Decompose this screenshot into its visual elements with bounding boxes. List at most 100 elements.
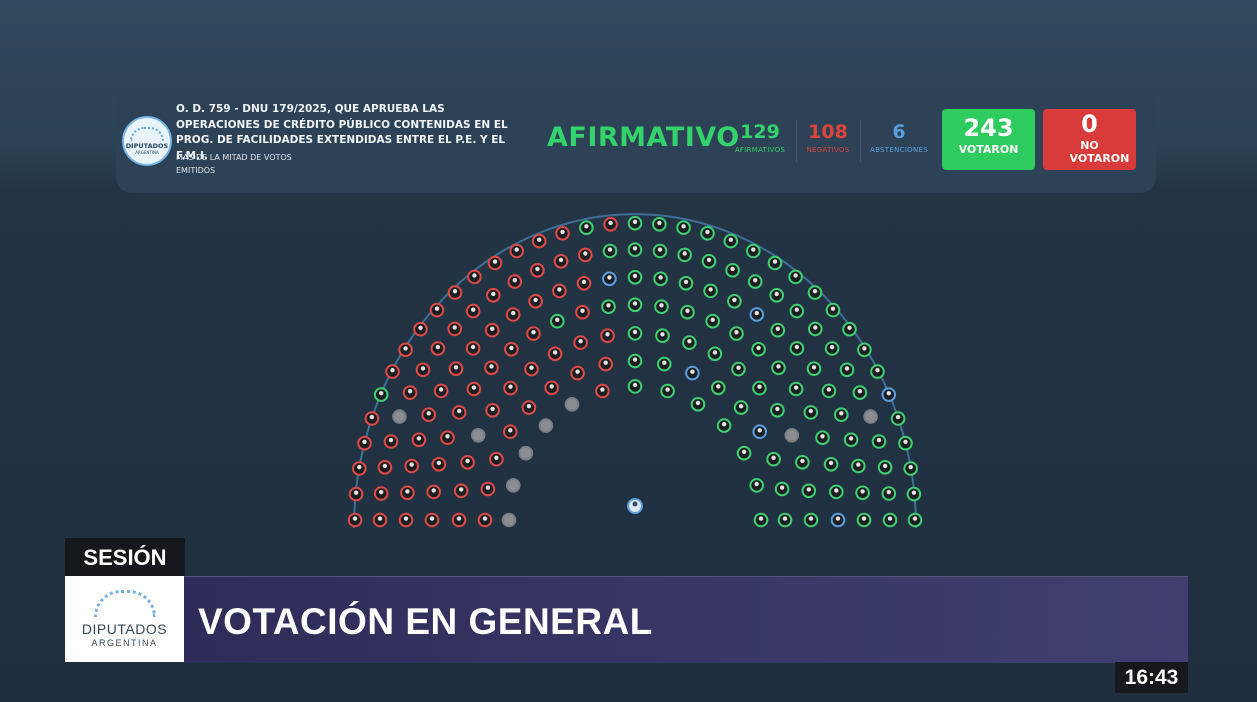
majority-rule: MÁS DE LA MITAD DE VOTOS EMITIDOS bbox=[176, 153, 292, 175]
seat bbox=[627, 297, 643, 313]
seat bbox=[678, 276, 694, 291]
seat bbox=[627, 353, 643, 369]
hemicycle-frame bbox=[353, 213, 917, 529]
seat bbox=[652, 217, 667, 232]
no-votaron-value: 0 bbox=[1081, 110, 1098, 138]
seat bbox=[424, 512, 440, 528]
seat bbox=[852, 385, 868, 400]
seat bbox=[877, 460, 893, 475]
seat bbox=[552, 283, 567, 299]
seat bbox=[660, 383, 675, 399]
seat bbox=[808, 321, 823, 337]
seat bbox=[906, 486, 922, 502]
seat bbox=[453, 483, 469, 499]
seat bbox=[881, 486, 897, 501]
bill-title: O. D. 759 - DNU 179/2025, QUE APRUEBA LA… bbox=[176, 103, 508, 162]
seat bbox=[907, 512, 923, 528]
hemicycle-outline bbox=[353, 213, 917, 529]
seat bbox=[627, 242, 643, 257]
seat bbox=[385, 364, 400, 379]
seat bbox=[538, 418, 554, 433]
seat bbox=[364, 411, 380, 426]
seat bbox=[830, 512, 846, 528]
seat bbox=[411, 432, 427, 448]
seat bbox=[716, 418, 732, 433]
seat bbox=[578, 247, 593, 263]
afirmativos-label: AFIRMATIVOS bbox=[734, 146, 786, 154]
votaron-value: 243 bbox=[963, 114, 1014, 142]
seat bbox=[733, 400, 749, 415]
seat bbox=[752, 424, 768, 440]
seat bbox=[480, 481, 496, 497]
seat bbox=[451, 405, 467, 420]
seat bbox=[451, 512, 467, 528]
headline-text: VOTACIÓN EN GENERAL bbox=[198, 601, 653, 642]
seat bbox=[485, 403, 500, 418]
seat bbox=[531, 233, 547, 249]
seat bbox=[521, 400, 537, 415]
seat bbox=[404, 458, 420, 474]
seat bbox=[348, 486, 364, 502]
seat bbox=[829, 484, 844, 500]
seat bbox=[769, 288, 785, 303]
seat bbox=[690, 397, 706, 412]
seat bbox=[680, 304, 695, 320]
seat bbox=[504, 342, 519, 357]
negativos-count: 108 NEGATIVOS bbox=[800, 120, 856, 156]
seat bbox=[770, 403, 785, 418]
seat bbox=[470, 428, 486, 443]
seat bbox=[825, 302, 841, 318]
seat bbox=[433, 383, 449, 399]
seat bbox=[402, 385, 418, 400]
seat bbox=[347, 512, 363, 528]
seat bbox=[788, 381, 804, 397]
seat bbox=[430, 341, 446, 356]
seat bbox=[806, 361, 822, 377]
seat bbox=[503, 424, 518, 440]
seat bbox=[815, 430, 830, 446]
seat bbox=[752, 380, 767, 396]
seat bbox=[600, 328, 615, 344]
seat bbox=[627, 270, 643, 285]
seat bbox=[486, 288, 501, 303]
seat bbox=[824, 341, 840, 356]
seat bbox=[373, 387, 389, 402]
seat bbox=[774, 481, 790, 497]
seat bbox=[777, 512, 793, 528]
seat bbox=[821, 383, 837, 399]
president-seat bbox=[627, 498, 643, 514]
seat bbox=[890, 411, 906, 426]
seat bbox=[477, 512, 493, 528]
seat bbox=[509, 243, 525, 259]
seat bbox=[903, 461, 919, 476]
seat bbox=[352, 461, 367, 476]
seat bbox=[448, 361, 464, 377]
diputados-argentina-logo: DIPUTADOS ARGENTINA bbox=[65, 576, 184, 662]
seat bbox=[803, 512, 819, 528]
seat bbox=[725, 263, 740, 278]
seat bbox=[677, 247, 693, 263]
seat bbox=[377, 460, 393, 475]
seat bbox=[753, 512, 769, 528]
seat bbox=[652, 243, 668, 259]
seat bbox=[871, 434, 887, 449]
seat bbox=[465, 303, 481, 319]
seat bbox=[573, 335, 588, 350]
seat bbox=[440, 430, 455, 446]
seat bbox=[447, 321, 463, 337]
seat bbox=[555, 226, 570, 241]
seat bbox=[655, 328, 670, 344]
logo-text: DIPUTADOS bbox=[125, 142, 169, 150]
seat bbox=[466, 381, 482, 397]
seat bbox=[503, 380, 518, 396]
afirmativos-count: 129 AFIRMATIVOS bbox=[728, 120, 792, 156]
seat bbox=[505, 307, 521, 322]
seat bbox=[400, 485, 415, 501]
seat bbox=[751, 342, 766, 357]
seat bbox=[550, 313, 565, 329]
seat bbox=[736, 445, 752, 461]
seat bbox=[770, 322, 786, 338]
seat bbox=[357, 435, 372, 451]
negativos-value: 108 bbox=[808, 121, 848, 143]
